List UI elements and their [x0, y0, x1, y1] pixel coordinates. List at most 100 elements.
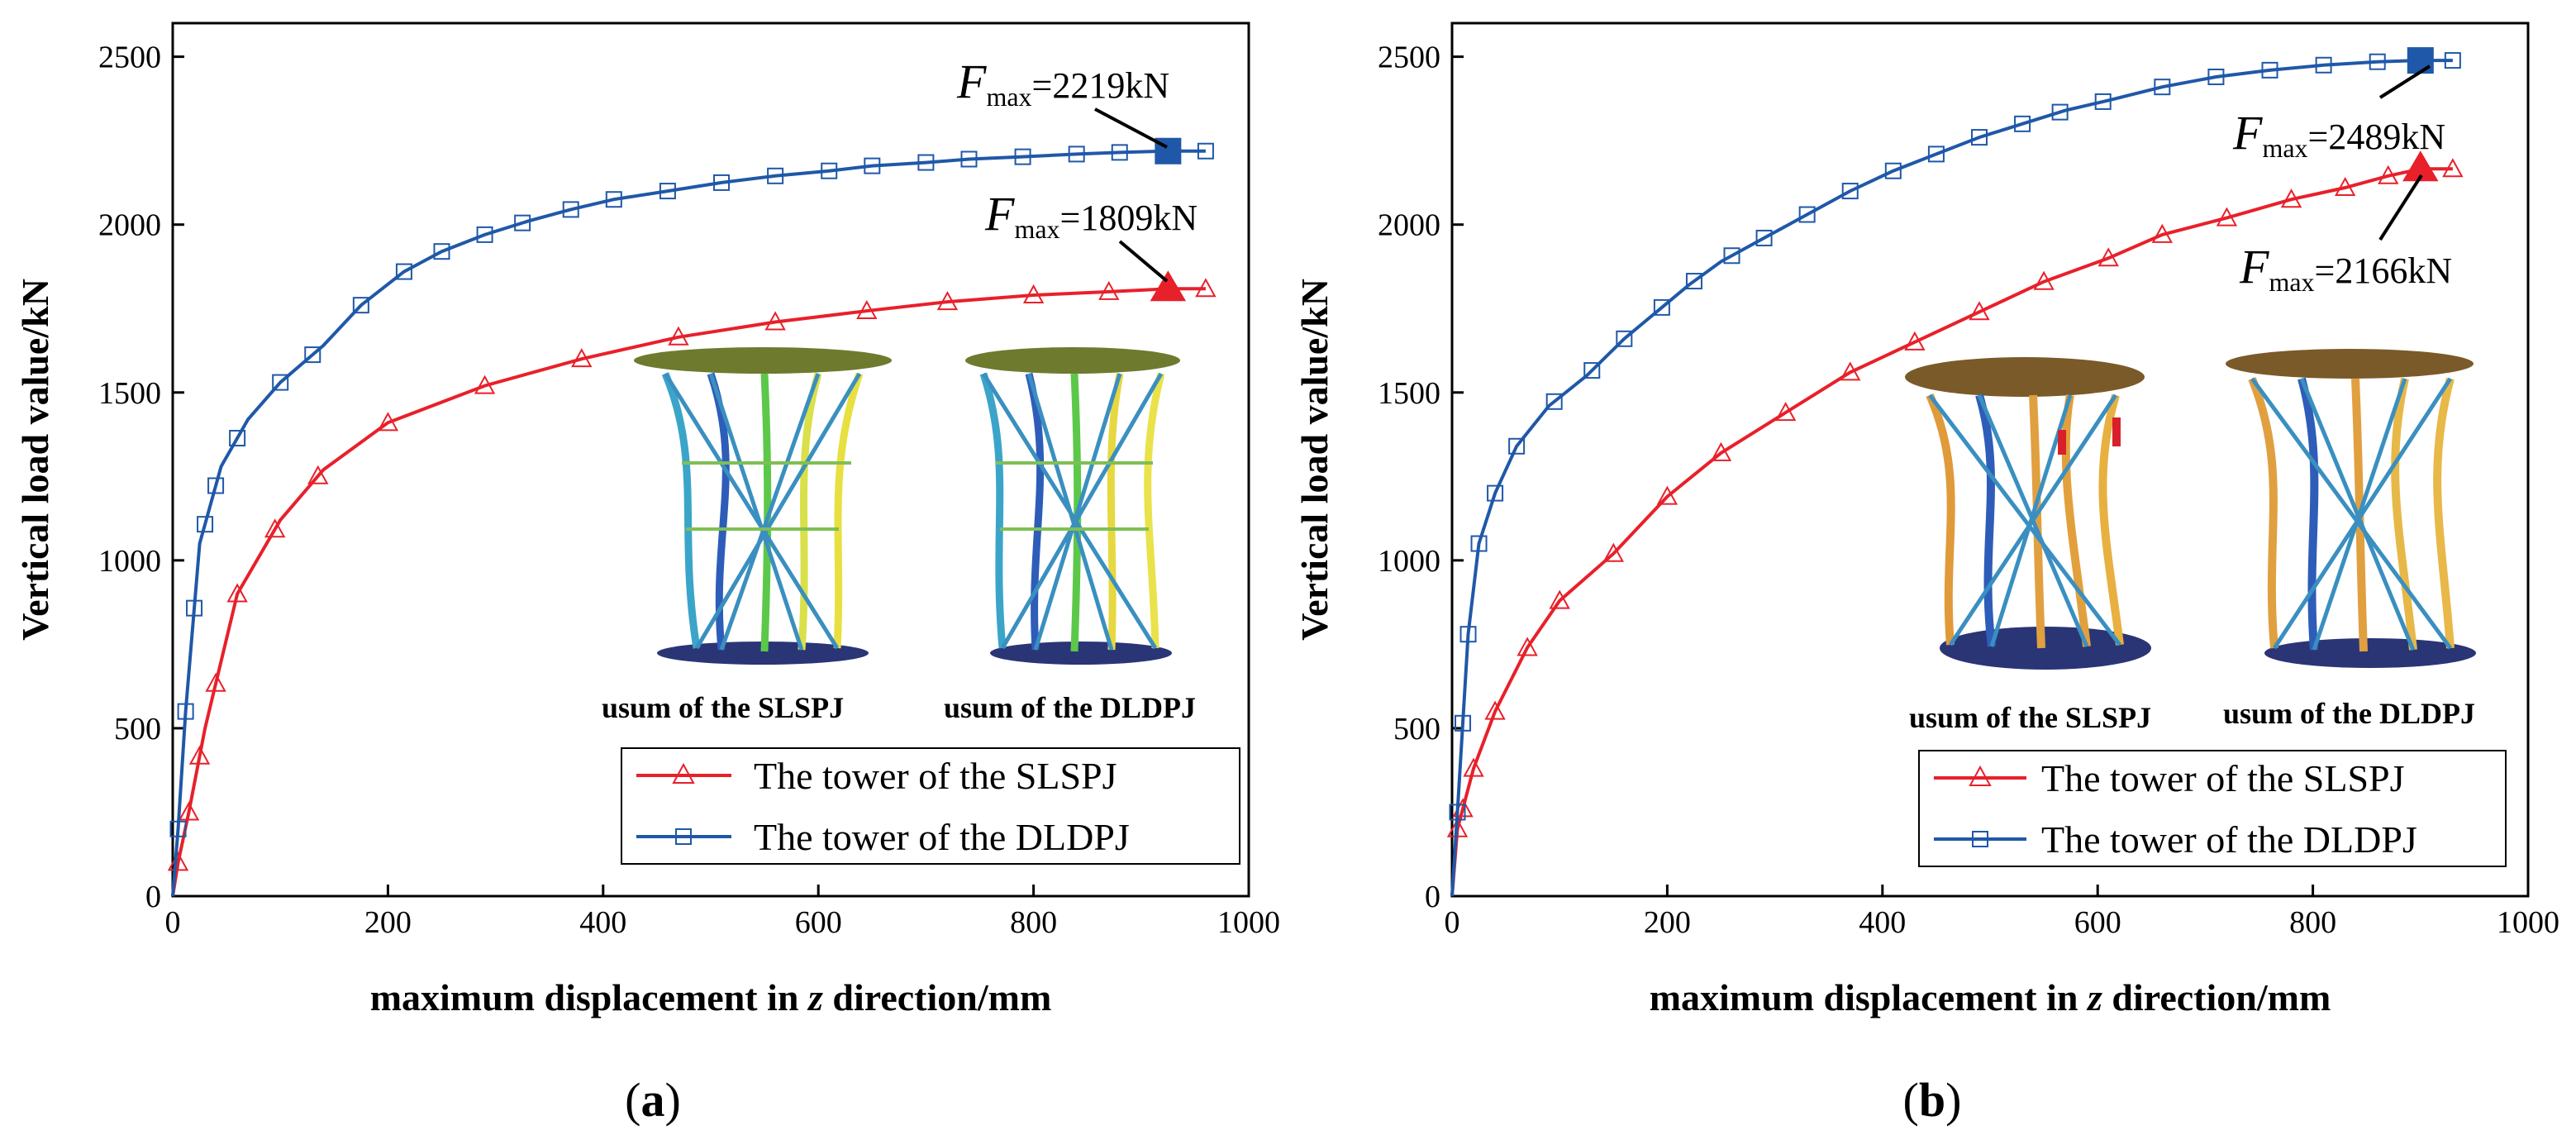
- y-tick-label-a-0: 0: [145, 880, 161, 914]
- ann-value-slspj-a: =1809kN: [1060, 198, 1198, 238]
- point-dldpj-a-25: [1197, 142, 1214, 160]
- point-dldpj-a-17: [767, 167, 784, 184]
- point-slspj-a-6: [307, 465, 329, 484]
- point-dldpj-a-10: [433, 243, 450, 260]
- ylabel-b: Vertical load value/kN: [1293, 279, 1336, 641]
- x-tick-label-b-2: 400: [1859, 905, 1906, 940]
- point-dldpj-b-10: [1685, 273, 1702, 290]
- point-dldpj-b-23: [2261, 61, 2278, 79]
- series-line-dldpj-b: [1450, 59, 2453, 897]
- ann-f-dldpj-a: F: [956, 55, 987, 108]
- axes-a: 0 200 400 600 800 1000 0 500 1000 1500 2000 2500: [98, 41, 1280, 940]
- x-tick-label-b-1: 200: [1644, 905, 1691, 940]
- point-slspj-b-4: [1517, 637, 1538, 656]
- xlabel-b: maximum displacement in z direction/mm: [1650, 976, 2331, 1018]
- ann-arrow-dldpj-b: [2378, 64, 2431, 99]
- ann-sub-dldpj-b: max: [2262, 133, 2307, 163]
- point-slspj-a-8: [474, 374, 496, 394]
- panel-label-b: (b): [1903, 1073, 1962, 1127]
- point-dldpj-b-16: [1927, 145, 1945, 163]
- y-tick-label-b-2: 1000: [1378, 544, 1440, 579]
- point-dldpj-b-7: [1583, 362, 1601, 379]
- y-tick-label-b-1: 500: [1393, 712, 1440, 746]
- point-slspj-a-5: [264, 518, 286, 538]
- point-slspj-b-14: [2097, 247, 2119, 267]
- xlabel-a-part2: direction/mm: [823, 976, 1051, 1018]
- point-dldpj-a-8: [352, 297, 369, 314]
- point-dldpj-b-22: [2207, 68, 2225, 85]
- legend-a: The tower of the SLSPJ The tower of the …: [621, 747, 1240, 865]
- legend-marker-dldpj-a: [675, 828, 692, 845]
- point-slspj-a-14: [1022, 284, 1045, 303]
- tower-image-dldpj-a: [965, 347, 1180, 665]
- panel-letter-b: b: [1919, 1073, 1945, 1127]
- svg-text:Fmax=2219kN: Fmax=2219kN: [956, 55, 1169, 112]
- point-dldpj-a-5: [229, 430, 246, 447]
- ylabel-a: Vertical load value/kN: [14, 279, 56, 641]
- point-dldpj-a-2: [186, 599, 203, 617]
- peak-marker-slspj-a: [1150, 270, 1187, 302]
- point-dldpj-b-26: [2444, 52, 2461, 69]
- ann-f-dldpj-b: F: [2232, 106, 2263, 160]
- ann-arrow-dldpj-a: [1094, 107, 1168, 149]
- point-slspj-b-5: [1549, 589, 1570, 609]
- point-dldpj-b-20: [2094, 93, 2112, 110]
- series-b: [1446, 47, 2464, 897]
- x-tick-label-a-5: 1000: [1217, 905, 1280, 940]
- tower-image-slspj-a: [634, 347, 892, 665]
- point-slspj-b-6: [1602, 542, 1624, 562]
- point-slspj-a-16: [1195, 278, 1217, 298]
- point-slspj-a-2: [188, 745, 211, 765]
- point-dldpj-b-17: [1970, 129, 1988, 146]
- ann-arrow-slspj-a: [1118, 240, 1169, 283]
- point-dldpj-a-9: [395, 263, 412, 280]
- inset-tower-images-b: [1905, 349, 2476, 670]
- axes-b: 0 200 400 600 800 1000 0 500 1000 1500 2000 2500: [1378, 41, 2559, 940]
- panel-label-a: (a): [625, 1073, 681, 1127]
- point-dldpj-a-13: [562, 201, 579, 218]
- legend-b: The tower of the SLSPJ The tower of the …: [1918, 750, 2507, 867]
- annotation-slspj-peak-a: Fmax=1809kN: [984, 187, 1198, 283]
- point-dldpj-a-11: [476, 226, 493, 243]
- point-slspj-b-20: [2442, 158, 2464, 178]
- legend-box-a: [621, 747, 1240, 865]
- point-slspj-b-19: [2378, 165, 2399, 184]
- point-dldpj-b-8: [1616, 330, 1633, 347]
- point-dldpj-b-2: [1459, 626, 1477, 643]
- point-slspj-b-13: [2033, 270, 2055, 290]
- point-slspj-a-0: [167, 851, 189, 871]
- annotation-dldpj-peak-b: Fmax=2489kN: [2232, 64, 2445, 163]
- svg-text:Fmax=2489kN: Fmax=2489kN: [2232, 106, 2445, 163]
- point-dldpj-a-16: [713, 174, 731, 191]
- point-dldpj-b-9: [1653, 298, 1670, 316]
- tower-image-dldpj-b: [2226, 349, 2476, 668]
- point-slspj-b-3: [1484, 700, 1506, 720]
- point-dldpj-b-13: [1798, 206, 1816, 223]
- point-slspj-a-1: [178, 801, 200, 821]
- point-slspj-a-13: [936, 291, 959, 311]
- point-slspj-a-11: [764, 311, 786, 331]
- point-dldpj-a-4: [207, 477, 225, 494]
- peak-marker-slspj-b: [2402, 150, 2439, 182]
- x-tick-label-b-5: 1000: [2497, 905, 2559, 940]
- peak-marker-dldpj-b: [2407, 47, 2434, 74]
- point-dldpj-a-15: [659, 183, 676, 200]
- point-dldpj-a-3: [197, 516, 214, 533]
- inset-caption-dldpj-b: usum of the DLDPJ: [2223, 697, 2475, 730]
- inset-caption-slspj-b: usum of the SLSPJ: [1909, 701, 2151, 734]
- xlabel-b-var: z: [2086, 976, 2102, 1018]
- point-dldpj-a-20: [917, 154, 935, 171]
- point-dldpj-b-6: [1545, 393, 1563, 410]
- point-slspj-b-2: [1463, 757, 1484, 777]
- point-dldpj-a-23: [1068, 145, 1085, 163]
- series-line-slspj-b: [1450, 167, 2453, 897]
- plot-frame-a: [171, 21, 1250, 898]
- panel-a: usum of the SLSPJ usum of the DLDPJ 0 200…: [14, 21, 1280, 1127]
- point-dldpj-b-3: [1470, 535, 1488, 552]
- point-dldpj-a-0: [169, 820, 187, 837]
- legend-box-b: [1918, 750, 2507, 867]
- legend-label-dldpj-a: The tower of the DLDPJ: [754, 816, 1130, 858]
- ann-sub-slspj-a: max: [1014, 214, 1059, 244]
- x-tick-label-a-3: 600: [795, 905, 842, 940]
